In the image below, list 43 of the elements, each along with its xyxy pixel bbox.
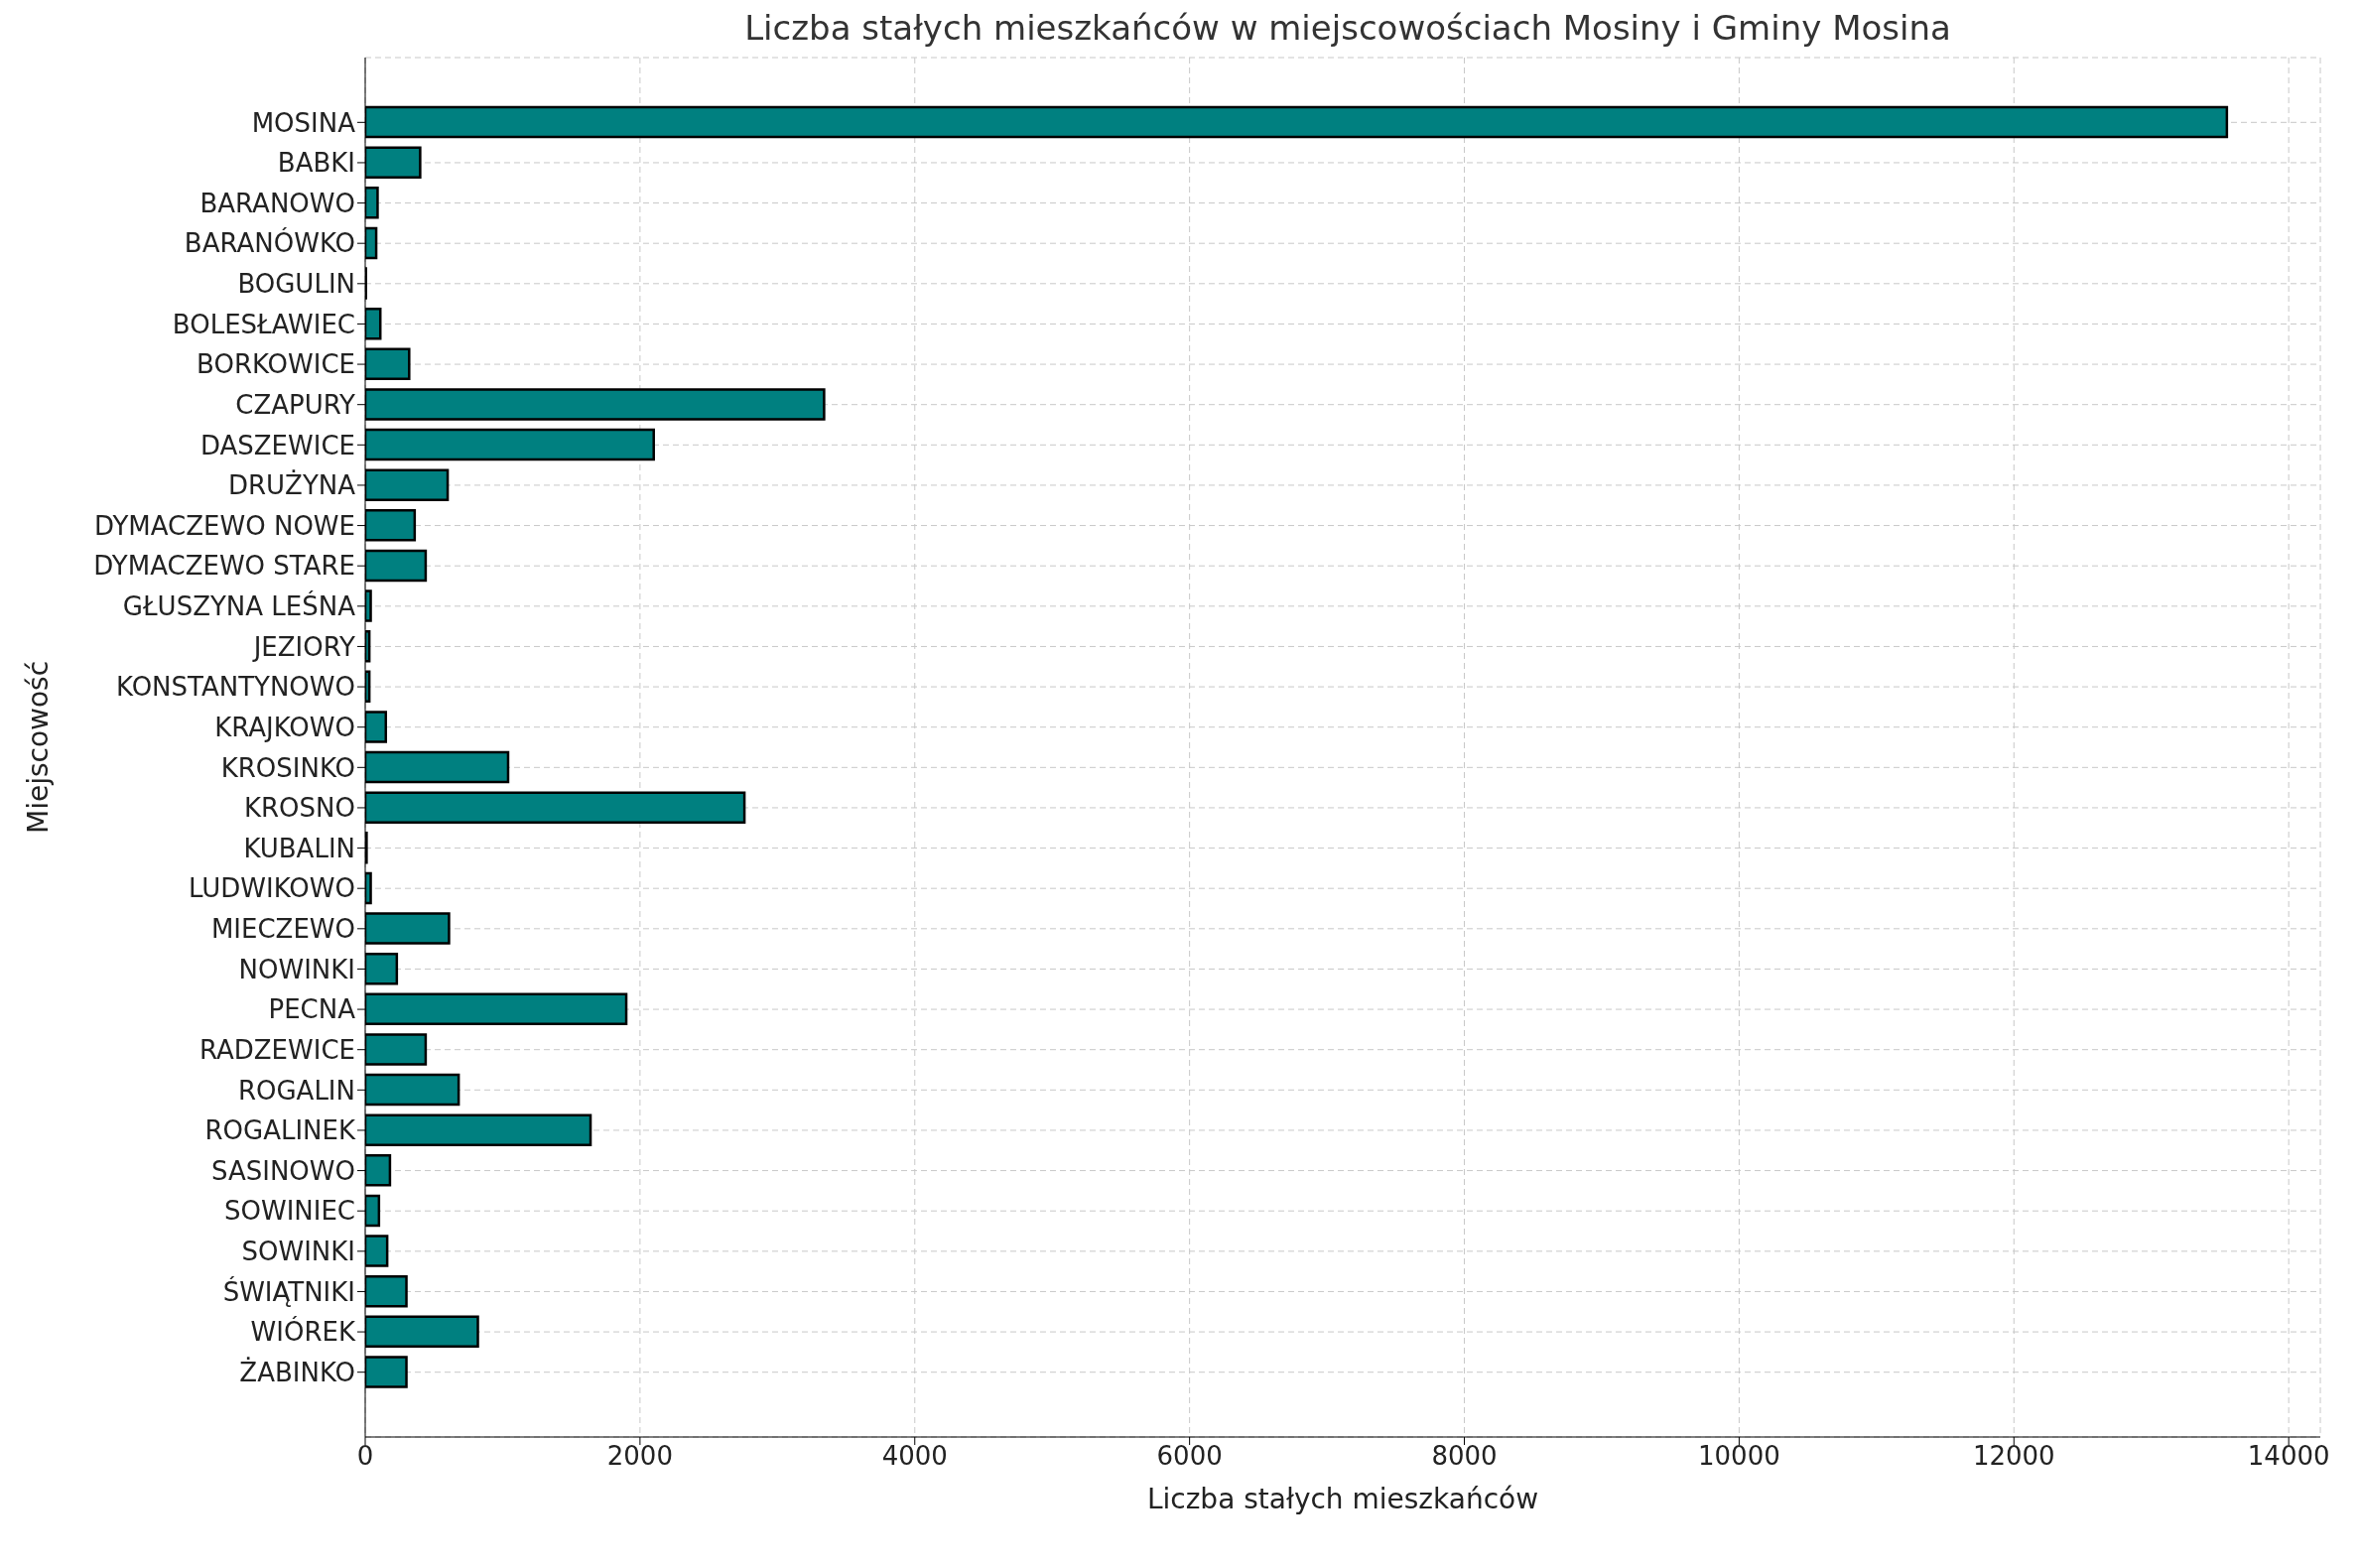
y-tick-label: SOWINKI <box>241 1237 355 1267</box>
x-tick-label: 12000 <box>1972 1441 2055 1472</box>
y-tick-label: SASINOWO <box>210 1155 355 1186</box>
y-tick-label: BOGULIN <box>237 269 355 300</box>
y-tick-label: SOWINIEC <box>223 1196 355 1227</box>
y-tick-label: ROGALIN <box>237 1075 355 1106</box>
y-tick-label: ŚWIĄTNIKI <box>222 1275 355 1307</box>
y-tick-label: BORKOWICE <box>197 349 355 380</box>
x-tick-label: 14000 <box>2247 1441 2330 1472</box>
y-tick-label: KUBALIN <box>243 833 355 863</box>
y-tick-label: PECNA <box>268 994 356 1025</box>
x-tick-label: 4000 <box>881 1441 948 1472</box>
y-tick-label: RADZEWICE <box>198 1034 355 1065</box>
y-tick-label: BARANOWO <box>199 188 355 218</box>
y-tick-label: BARANÓWKO <box>184 227 355 259</box>
x-tick-label: 10000 <box>1698 1441 1780 1472</box>
y-tick-label: DRUŻYNA <box>227 469 356 501</box>
chart-title: Liczba stałych mieszkańców w miejscowościach Mosiny i Gminy Mosina <box>743 8 1952 48</box>
y-tick-label: KROSNO <box>244 793 355 824</box>
y-tick-label: ROGALINEK <box>204 1115 356 1146</box>
y-tick-label: WIÓREK <box>250 1316 356 1348</box>
y-tick-label: CZAPURY <box>235 389 356 420</box>
x-tick-label: 6000 <box>1156 1441 1223 1472</box>
x-tick-label: 8000 <box>1431 1441 1498 1472</box>
x-axis-title: Liczba stałych mieszkańców <box>1146 1482 1539 1515</box>
y-tick-label: NOWINKI <box>238 954 355 984</box>
y-tick-label: KRAJKOWO <box>214 712 355 742</box>
y-tick-label: LUDWIKOWO <box>189 873 355 904</box>
y-tick-label: DYMACZEWO STARE <box>93 551 355 582</box>
y-tick-label: ŻABINKO <box>239 1356 355 1387</box>
y-tick-label: MOSINA <box>251 107 356 138</box>
y-tick-label: GŁUSZYNA LEŚNA <box>122 590 356 622</box>
y-tick-label: BABKI <box>277 148 355 179</box>
x-tick-label: 2000 <box>606 1441 673 1472</box>
y-tick-label: MIECZEWO <box>210 914 355 945</box>
y-tick-label: JEZIORY <box>251 631 356 662</box>
y-tick-label: KROSINKO <box>220 752 355 783</box>
y-axis-title: Miejscowość <box>21 660 55 835</box>
x-tick-label: 0 <box>356 1441 374 1472</box>
y-tick-label: DASZEWICE <box>199 430 355 460</box>
y-tick-label: BOLESŁAWIEC <box>172 309 355 339</box>
y-tick-label: DYMACZEWO NOWE <box>93 510 355 541</box>
y-tick-label: KONSTANTYNOWO <box>116 672 355 703</box>
